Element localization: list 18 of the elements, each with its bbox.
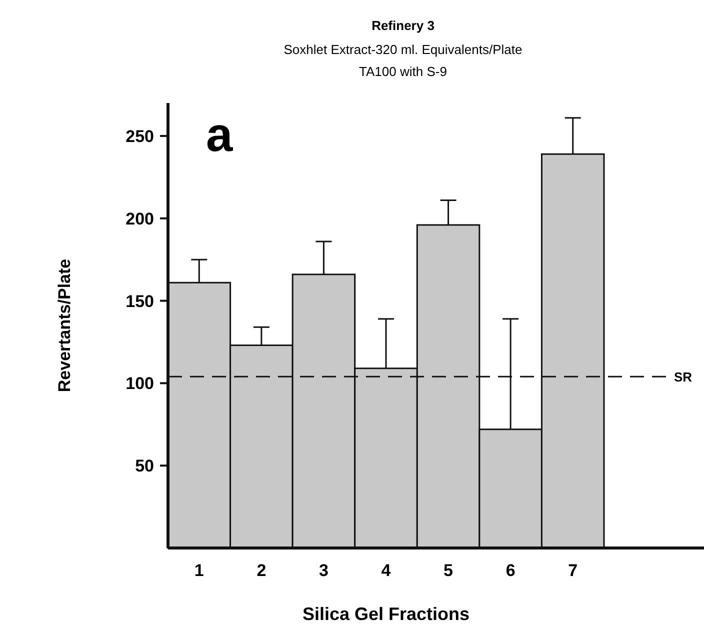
ref-line-label: SR — [674, 370, 693, 385]
x-tick-label: 6 — [506, 561, 516, 580]
y-tick-label: 200 — [126, 209, 154, 228]
chart-title: Refinery 3 — [372, 18, 434, 33]
x-tick-label: 1 — [194, 561, 204, 580]
x-tick-label: 2 — [256, 561, 266, 580]
y-tick-label: 100 — [126, 374, 154, 394]
y-tick-label: 250 — [126, 126, 154, 146]
y-axis-title: Revertants/Plate — [55, 258, 74, 392]
y-tick-label: 50 — [135, 456, 154, 476]
x-tick-label: 3 — [318, 561, 328, 580]
x-tick-label: 4 — [381, 561, 392, 580]
x-axis-title: Silica Gel Fractions — [302, 604, 470, 624]
x-tick-label: 7 — [568, 561, 578, 580]
annotation: a — [206, 109, 233, 162]
chart-subtitle: Soxhlet Extract-320 ml. Equivalents/Plate TA100 with S-9 — [284, 42, 522, 79]
y-tick-label: 150 — [126, 292, 154, 311]
x-tick-label: 5 — [444, 561, 454, 580]
